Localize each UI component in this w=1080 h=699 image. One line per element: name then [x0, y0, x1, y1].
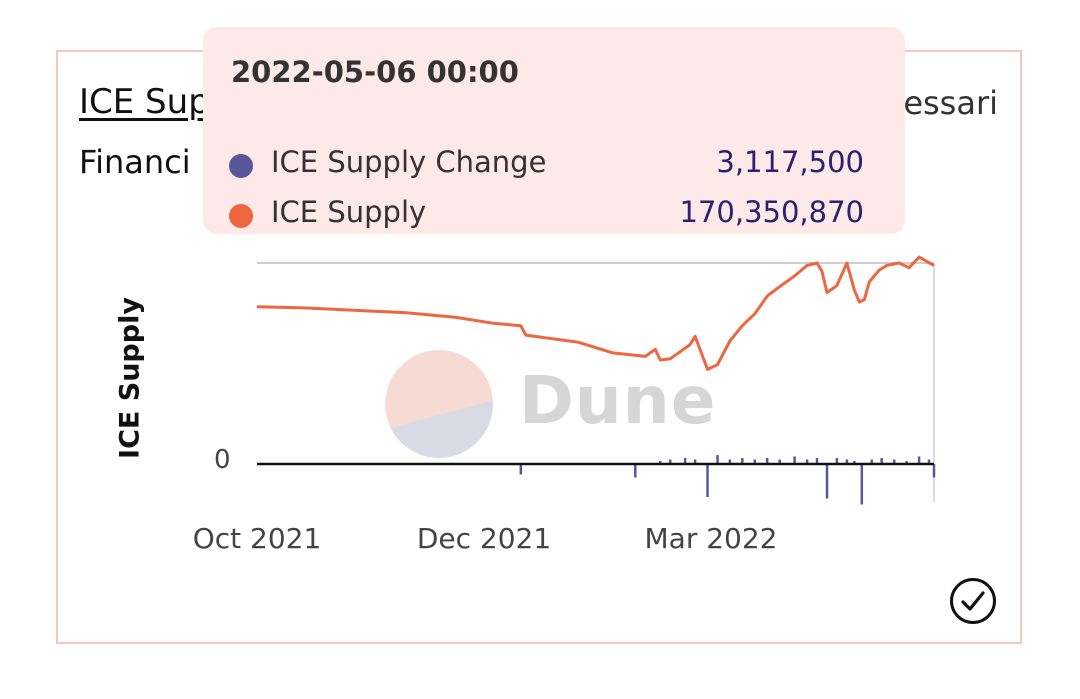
- chart-tooltip: 2022-05-06 00:00 ICE Supply Change 3,117…: [203, 27, 905, 234]
- dune-logo-icon: [385, 350, 493, 458]
- supply-line-series: [256, 255, 935, 371]
- tooltip-series-value: 170,350,870: [679, 195, 865, 229]
- tooltip-series-value: 3,117,500: [716, 145, 864, 179]
- series-color-dot: [229, 204, 253, 228]
- dune-watermark: Dune: [385, 350, 716, 460]
- check-circle-icon[interactable]: [950, 578, 996, 624]
- check-mark-icon: [961, 591, 985, 611]
- tooltip-row-supply-change: ICE Supply Change 3,117,500: [229, 145, 864, 185]
- tooltip-series-label: ICE Supply: [271, 195, 427, 229]
- x-tick-label: Oct 2021: [192, 522, 322, 555]
- x-tick-label: Mar 2022: [644, 522, 778, 555]
- tooltip-row-supply: ICE Supply 170,350,870: [229, 195, 864, 235]
- dune-watermark-text: Dune: [519, 362, 717, 439]
- supply-change-bars: [519, 455, 936, 505]
- chart-author: essari: [903, 84, 998, 122]
- x-tick-label: Dec 2021: [416, 522, 552, 555]
- y-tick-zero: 0: [214, 445, 231, 475]
- tooltip-series-label: ICE Supply Change: [271, 145, 547, 179]
- chart-subtitle: Financi: [79, 143, 191, 181]
- series-color-dot: [229, 154, 253, 178]
- chart-title-link[interactable]: ICE Sup: [79, 82, 210, 122]
- tooltip-date: 2022-05-06 00:00: [231, 55, 519, 89]
